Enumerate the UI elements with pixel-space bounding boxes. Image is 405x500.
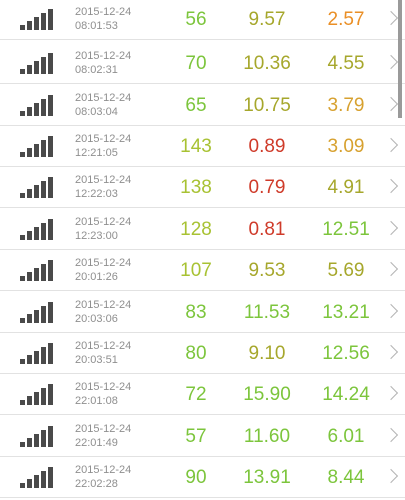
upload-value: 12.56 <box>322 343 370 364</box>
list-item[interactable]: 2015-12-24 12:23:00 128 0.81 12.51 <box>0 209 405 250</box>
row-time: 08:03:04 <box>75 106 118 118</box>
row-date: 2015-12-24 <box>75 50 132 62</box>
row-date: 2015-12-24 <box>75 423 132 435</box>
upload-value: 3.09 <box>327 136 365 157</box>
row-time: 22:01:08 <box>75 395 118 407</box>
row-time: 08:02:31 <box>75 64 118 76</box>
upload-value: 8.44 <box>327 467 365 488</box>
ping-value: 143 <box>180 136 212 157</box>
ping-value: 107 <box>180 260 212 281</box>
row-date: 2015-12-24 <box>75 216 132 228</box>
download-value: 0.79 <box>248 177 286 198</box>
download-value: 9.53 <box>248 260 286 281</box>
list-item[interactable]: 2015-12-24 22:02:28 90 13.91 8.44 <box>0 457 405 498</box>
list-item[interactable]: 2015-12-24 12:22:03 138 0.79 4.91 <box>0 167 405 208</box>
ping-value: 83 <box>185 302 207 323</box>
row-date: 2015-12-24 <box>75 464 132 476</box>
ping-value: 65 <box>185 95 207 116</box>
row-date: 2015-12-24 <box>75 92 132 104</box>
row-date: 2015-12-24 <box>75 381 132 393</box>
chevron-right-icon[interactable] <box>383 178 399 194</box>
chevron-right-icon[interactable] <box>383 261 399 277</box>
download-value: 10.36 <box>243 53 291 74</box>
row-date: 2015-12-24 <box>75 257 132 269</box>
ping-value: 56 <box>185 9 207 30</box>
download-value: 0.81 <box>248 219 286 240</box>
row-time: 20:03:51 <box>75 354 118 366</box>
signal-strength-icon <box>20 260 53 281</box>
upload-value: 4.91 <box>327 177 365 198</box>
ping-value: 128 <box>180 219 212 240</box>
row-date: 2015-12-24 <box>75 174 132 186</box>
signal-strength-icon <box>20 467 53 488</box>
row-time: 08:01:53 <box>75 20 118 32</box>
row-time: 12:21:05 <box>75 147 118 159</box>
chevron-right-icon[interactable] <box>383 220 399 236</box>
chevron-right-icon[interactable] <box>383 54 399 70</box>
row-time: 20:01:26 <box>75 271 118 283</box>
chevron-right-icon[interactable] <box>383 137 399 153</box>
list-item[interactable]: 2015-12-24 08:02:31 70 10.36 4.55 <box>0 43 405 84</box>
row-time: 12:22:03 <box>75 188 118 200</box>
upload-value: 3.79 <box>327 95 365 116</box>
download-value: 15.90 <box>243 384 291 405</box>
upload-value: 6.01 <box>327 426 365 447</box>
signal-strength-icon <box>20 343 53 364</box>
row-date: 2015-12-24 <box>75 299 132 311</box>
list-item[interactable]: 2015-12-24 08:01:53 56 9.57 2.57 <box>0 0 405 40</box>
download-value: 13.91 <box>243 467 291 488</box>
download-value: 11.53 <box>243 302 291 323</box>
row-time: 20:03:06 <box>75 313 118 325</box>
ping-value: 138 <box>180 177 212 198</box>
download-value: 9.57 <box>248 9 286 30</box>
download-value: 11.60 <box>243 426 291 447</box>
download-value: 9.10 <box>248 343 286 364</box>
list-item[interactable]: 2015-12-24 22:01:08 72 15.90 14.24 <box>0 374 405 415</box>
list-item[interactable]: 2015-12-24 08:03:04 65 10.75 3.79 <box>0 85 405 126</box>
row-date: 2015-12-24 <box>75 133 132 145</box>
list-item[interactable]: 2015-12-24 20:01:26 107 9.53 5.69 <box>0 250 405 291</box>
ping-value: 72 <box>185 384 207 405</box>
row-time: 12:23:00 <box>75 230 118 242</box>
scrollbar[interactable] <box>398 0 402 118</box>
ping-value: 57 <box>185 426 207 447</box>
chevron-right-icon[interactable] <box>383 468 399 484</box>
chevron-right-icon[interactable] <box>383 10 399 26</box>
chevron-right-icon[interactable] <box>383 303 399 319</box>
upload-value: 4.55 <box>327 53 365 74</box>
list-item[interactable]: 2015-12-24 22:01:49 57 11.60 6.01 <box>0 416 405 457</box>
download-value: 10.75 <box>243 95 291 116</box>
row-date: 2015-12-24 <box>75 6 132 18</box>
signal-strength-icon <box>20 9 53 30</box>
ping-value: 70 <box>185 53 207 74</box>
download-value: 0.89 <box>248 136 286 157</box>
ping-value: 90 <box>185 467 207 488</box>
signal-strength-icon <box>20 302 53 323</box>
signal-strength-icon <box>20 53 53 74</box>
chevron-right-icon[interactable] <box>383 96 399 112</box>
signal-strength-icon <box>20 136 53 157</box>
signal-strength-icon <box>20 219 53 240</box>
row-time: 22:02:28 <box>75 478 118 490</box>
chevron-right-icon[interactable] <box>383 385 399 401</box>
list-item[interactable]: 2015-12-24 20:03:51 80 9.10 12.56 <box>0 333 405 374</box>
row-date: 2015-12-24 <box>75 340 132 352</box>
list-item[interactable]: 2015-12-24 20:03:06 83 11.53 13.21 <box>0 292 405 333</box>
upload-value: 13.21 <box>322 302 370 323</box>
upload-value: 2.57 <box>327 9 365 30</box>
chevron-right-icon[interactable] <box>383 427 399 443</box>
ping-value: 80 <box>185 343 207 364</box>
upload-value: 12.51 <box>322 219 370 240</box>
row-time: 22:01:49 <box>75 437 118 449</box>
upload-value: 5.69 <box>327 260 365 281</box>
upload-value: 14.24 <box>322 384 370 405</box>
list-item[interactable]: 2015-12-24 12:21:05 143 0.89 3.09 <box>0 126 405 167</box>
signal-strength-icon <box>20 426 53 447</box>
chevron-right-icon[interactable] <box>383 344 399 360</box>
signal-strength-icon <box>20 95 53 116</box>
signal-strength-icon <box>20 384 53 405</box>
signal-strength-icon <box>20 177 53 198</box>
